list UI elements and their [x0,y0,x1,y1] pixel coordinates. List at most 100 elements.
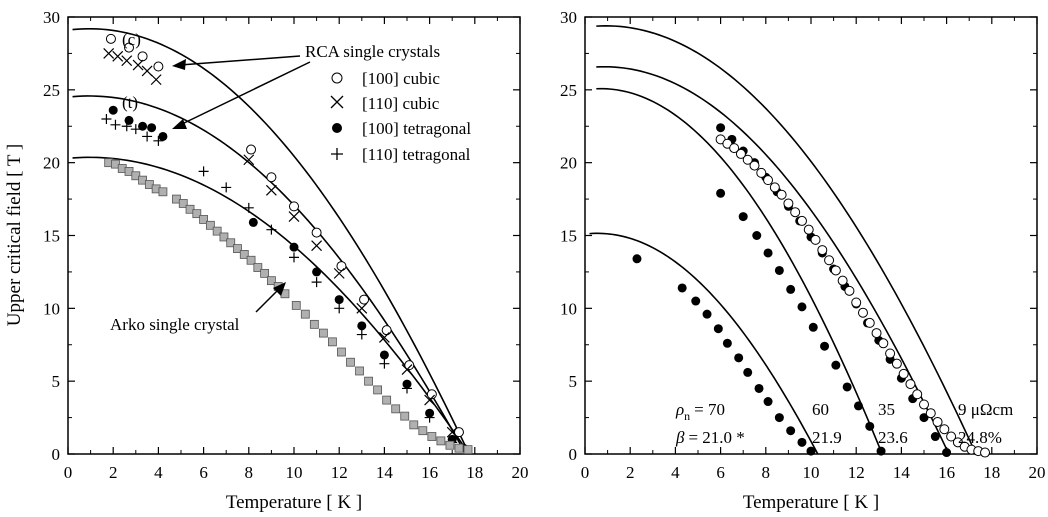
left-series-3-point [334,303,345,314]
left-series-1-point [141,65,153,77]
right-series-1-point [820,341,830,351]
left-x-tick-label: 20 [512,463,529,482]
right-series-3-point [891,358,902,369]
left-series-3-point [198,166,209,177]
left-series-4-point [463,445,473,455]
right-series-3-point [776,189,787,200]
left-series-4-point [337,347,346,357]
right-series-3-point [925,408,936,419]
right-series-3-point [939,424,950,435]
left-series-4-point [364,376,373,386]
left-series-2-point [379,350,389,360]
right-series-1-point [865,421,875,431]
left-series-0-point [426,389,437,400]
right-series-2-point [716,123,726,133]
right-series-0-point [774,413,784,423]
legend-arrow-to-tetragonal [172,61,311,129]
left-series-4-point [318,328,328,338]
right-x-tick-label: 18 [983,463,1000,482]
right-y-tick-label: 30 [560,8,577,27]
right-fit-curves [589,25,977,455]
right-series-0-point [743,367,753,377]
right-series-3-point [932,416,943,427]
legend-marker-110-cubic [330,95,344,109]
right-series-3-point [769,182,780,193]
right-chart: 0 2 4 6 8 10 12 14 16 18 20 0 5 10 15 20 25 30 Temperatur… [560,8,1046,513]
right-x-tick-label: 0 [581,463,590,482]
right-series-0-point [702,309,712,319]
left-series-2-point [138,121,148,131]
left-series-4-point [373,385,383,395]
left-series-2-point [147,123,157,133]
right-fit-curve-1 [596,87,883,455]
left-x-tick-label: 6 [199,463,208,482]
left-series-3-point [424,412,435,423]
left-series-1-point [401,364,413,375]
right-y-tick-label: 15 [560,227,577,246]
right-series-3-point [790,207,801,218]
beta-value: = 21.0 * [688,428,744,447]
right-data-marks [632,123,991,458]
left-series-3-point [221,182,232,193]
left-series-0-point [311,227,322,238]
left-x-tick-label: 0 [64,463,73,482]
beta-label-24-8: 24.8% [958,428,1002,447]
left-chart: 0 2 4 6 8 10 12 14 16 18 20 0 5 10 15 20 25 30 Temperatur… [4,8,529,513]
right-series-3-point [729,143,740,154]
left-series-0-point [453,427,464,438]
left-y-tick-label: 10 [43,299,60,318]
left-series-4-point [454,443,464,453]
left-x-tick-label: 12 [331,463,348,482]
beta-label-21-9: 21.9 [812,428,842,447]
left-y-tick-label: 30 [43,8,60,27]
left-y-tick-label: 0 [52,445,61,464]
rho-label-9: 9 μΩcm [958,400,1013,419]
right-series-0-point [677,283,687,293]
right-series-3-point [742,154,753,165]
rho-row-label: ρn = 70 [675,400,725,423]
right-series-1-point [716,188,726,198]
left-series-4-point [400,411,410,421]
left-fit-curve-0 [72,27,470,455]
right-series-1-point [786,284,796,294]
right-x-tick-label: 20 [1029,463,1046,482]
right-series-0-point [632,254,642,264]
left-series-3-point [289,252,299,263]
right-series-3-point [830,265,841,276]
left-series-2-point [289,242,299,252]
left-series-1-point [243,154,255,166]
right-series-3-point [756,167,767,178]
left-x-axis-title: Temperature [ K ] [226,492,362,513]
left-series-0-point [124,42,135,53]
right-series-1-point [738,212,748,222]
right-series-1-point [752,231,762,240]
left-x-tick-label: 8 [245,463,254,482]
legend-label-100-tetragonal: [100] tetragonal [362,119,471,138]
right-series-1-point [876,446,886,456]
left-series-2-point [248,217,258,227]
legend-arrow-to-cubic [172,55,301,70]
left-series-3-point [243,202,254,213]
left-series-0-point [404,360,415,371]
left-series-4-point [427,432,437,441]
left-series-4-point [445,440,455,450]
right-y-tick-label: 5 [569,372,578,391]
left-series-4-point [219,232,229,242]
right-series-3-point [905,379,916,390]
left-series-1-point [103,47,115,59]
right-series-2-point [942,448,952,458]
right-series-3-point [878,338,889,349]
left-series-1-point [150,74,162,86]
left-series-4-point [226,238,236,248]
right-series-1-point [842,382,852,392]
legend-label-100-cubic: [100] cubic [362,69,440,88]
left-series-1-point [446,426,458,438]
legend-marker-100-tetragonal [332,123,342,133]
left-series-4-point [246,255,256,265]
legend-label-110-tetragonal: [110] tetragonal [362,145,471,164]
arko-arrow [255,282,286,313]
left-series-4-point [233,244,242,254]
left-y-tick-label: 20 [43,154,60,173]
arko-label: Arko single crystal [110,315,240,334]
left-series-4-point [409,420,419,430]
